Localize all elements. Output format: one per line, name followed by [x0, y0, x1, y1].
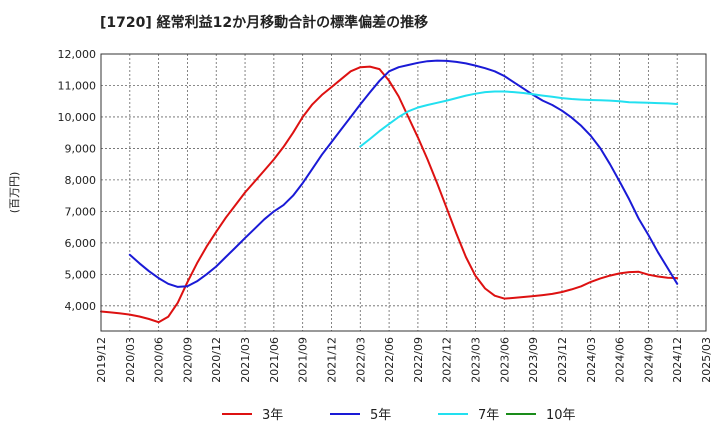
legend-label-3: 10年 — [546, 408, 576, 423]
x-tick-label: 2021/06 — [268, 337, 281, 383]
legend-label-0: 3年 — [262, 408, 283, 423]
x-tick-label: 2022/12 — [441, 337, 454, 383]
y-axis-label: (百万円) — [8, 172, 21, 214]
plot-area — [101, 54, 706, 331]
y-tick-label: 7,000 — [65, 205, 97, 218]
x-tick-label: 2023/03 — [470, 337, 483, 383]
y-tick-label: 6,000 — [65, 237, 97, 250]
x-tick-label: 2021/09 — [297, 337, 310, 383]
x-tick-label: 2023/09 — [527, 337, 540, 383]
series-layer — [100, 59, 679, 324]
x-tick-label: 2019/12 — [95, 337, 108, 383]
plot-background — [101, 54, 706, 331]
x-tick-label: 2020/09 — [181, 337, 194, 383]
x-tick-label: 2025/03 — [700, 337, 713, 383]
chart-title: [1720] 経常利益12か月移動合計の標準偏差の推移 — [100, 14, 428, 31]
x-tick-labels: 2019/12 2020/03 2020/06 2020/09 2020/12 2021/… — [95, 337, 713, 383]
y-tick-label: 5,000 — [65, 268, 97, 281]
x-tick-label: 2020/03 — [124, 337, 137, 383]
x-tick-label: 2024/06 — [614, 337, 627, 383]
y-tick-label: 4,000 — [65, 300, 97, 313]
x-tick-label: 2022/09 — [412, 337, 425, 383]
legend-label-1: 5年 — [370, 408, 391, 423]
x-tick-label: 2024/12 — [671, 337, 684, 383]
x-tick-label: 2024/03 — [585, 337, 598, 383]
y-tick-labels: 4,000 5,000 6,000 7,000 8,000 9,000 10,000 11,0… — [58, 48, 97, 313]
x-tick-label: 2022/06 — [383, 337, 396, 383]
series-line-0 — [100, 65, 679, 324]
x-tick-label: 2024/09 — [642, 337, 655, 383]
legend: 3年 5年 7年 10年 — [222, 408, 576, 423]
x-tick-label: 2023/06 — [498, 337, 511, 383]
series-line-1 — [128, 59, 679, 288]
y-tick-label: 11,000 — [58, 79, 97, 92]
y-tick-label: 8,000 — [65, 174, 97, 187]
x-tick-label: 2020/12 — [210, 337, 223, 383]
y-tick-label: 12,000 — [58, 48, 97, 61]
x-tick-label: 2020/06 — [153, 337, 166, 383]
x-tick-label: 2021/03 — [239, 337, 252, 383]
x-tick-label: 2023/12 — [556, 337, 569, 383]
legend-label-2: 7年 — [478, 408, 499, 423]
y-tick-label: 10,000 — [58, 111, 97, 124]
axes — [100, 53, 707, 332]
x-tick-label: 2022/03 — [354, 337, 367, 383]
plot-frame — [100, 53, 707, 332]
series-line-2 — [359, 90, 679, 148]
x-tick-label: 2021/12 — [325, 337, 338, 383]
y-tick-label: 9,000 — [65, 142, 97, 155]
